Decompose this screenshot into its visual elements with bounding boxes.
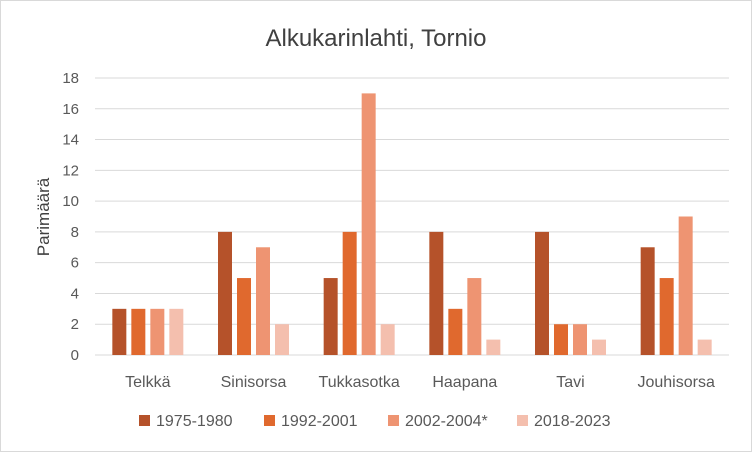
x-tick-label: Tukkasotka xyxy=(319,374,400,391)
y-tick-label: 18 xyxy=(62,70,79,87)
bar xyxy=(361,93,376,355)
bar xyxy=(486,339,501,355)
y-tick-label: 0 xyxy=(71,347,79,364)
legend-item: 2018-2023 xyxy=(517,413,611,430)
legend-item: 2002-2004* xyxy=(388,413,488,430)
bar xyxy=(237,278,251,355)
y-tick-label: 12 xyxy=(62,162,79,179)
bar xyxy=(342,231,357,355)
bar xyxy=(573,324,587,355)
gridlines xyxy=(95,77,729,356)
bar xyxy=(429,231,444,355)
bar xyxy=(169,308,184,355)
legend-label: 2018-2023 xyxy=(534,413,611,430)
bar xyxy=(448,308,463,355)
bar xyxy=(112,308,127,355)
bar xyxy=(659,278,674,355)
bar xyxy=(535,231,549,355)
legend-label: 2002-2004* xyxy=(405,413,488,430)
x-tick-label: Haapana xyxy=(432,374,497,391)
legend-item: 1975-1980 xyxy=(139,413,233,430)
bar xyxy=(275,324,289,355)
y-axis-label: Parimäärä xyxy=(34,177,53,256)
y-tick-label: 14 xyxy=(62,132,79,149)
x-tick-label: Sinisorsa xyxy=(221,374,287,391)
legend-swatch xyxy=(517,415,528,426)
y-tick-label: 8 xyxy=(71,224,79,241)
y-tick-labels: 0 2 4 6 8 10 12 14 16 18 xyxy=(62,70,79,364)
y-tick-label: 16 xyxy=(62,101,79,118)
legend-item: 1992-2001 xyxy=(264,413,358,430)
x-tick-labels: Telkkä Sinisorsa Tukkasotka Haapana Tavi Jouh… xyxy=(125,374,715,391)
bar xyxy=(380,324,395,355)
y-tick-label: 6 xyxy=(71,255,79,272)
y-tick-label: 4 xyxy=(71,285,79,302)
x-tick-label: Telkkä xyxy=(125,374,170,391)
x-tick-label: Tavi xyxy=(556,374,584,391)
legend-swatch xyxy=(388,415,399,426)
legend-swatch xyxy=(139,415,150,426)
bar xyxy=(131,308,146,355)
chart-title: Alkukarinlahti, Tornio xyxy=(265,25,486,52)
bar xyxy=(323,278,338,355)
bar xyxy=(697,339,712,355)
bar xyxy=(640,247,655,355)
bar xyxy=(150,308,165,355)
bar xyxy=(592,339,606,355)
x-tick-label: Jouhisorsa xyxy=(637,374,714,391)
bar xyxy=(554,324,568,355)
legend-swatch xyxy=(264,415,275,426)
bar xyxy=(256,247,270,355)
bar xyxy=(678,216,693,355)
y-tick-label: 10 xyxy=(62,193,79,210)
bars xyxy=(112,93,712,355)
legend-label: 1975-1980 xyxy=(156,413,233,430)
legend: 1975-1980 1992-2001 2002-2004* 2018-2023 xyxy=(139,413,611,430)
legend-label: 1992-2001 xyxy=(281,413,358,430)
y-tick-label: 2 xyxy=(71,316,79,333)
bar xyxy=(218,231,232,355)
bar xyxy=(467,278,482,355)
